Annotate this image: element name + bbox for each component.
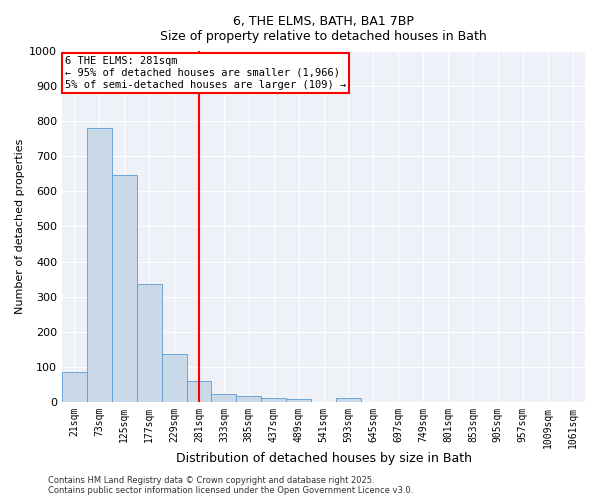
Bar xyxy=(62,372,87,402)
Bar xyxy=(261,398,286,402)
Bar xyxy=(336,398,361,402)
Bar xyxy=(211,394,236,402)
Bar xyxy=(236,396,261,402)
Y-axis label: Number of detached properties: Number of detached properties xyxy=(15,139,25,314)
Title: 6, THE ELMS, BATH, BA1 7BP
Size of property relative to detached houses in Bath: 6, THE ELMS, BATH, BA1 7BP Size of prope… xyxy=(160,15,487,43)
Bar xyxy=(112,174,137,402)
Bar xyxy=(137,284,161,402)
Bar xyxy=(87,128,112,402)
Text: Contains HM Land Registry data © Crown copyright and database right 2025.
Contai: Contains HM Land Registry data © Crown c… xyxy=(48,476,413,495)
X-axis label: Distribution of detached houses by size in Bath: Distribution of detached houses by size … xyxy=(176,452,472,465)
Text: 6 THE ELMS: 281sqm
← 95% of detached houses are smaller (1,966)
5% of semi-detac: 6 THE ELMS: 281sqm ← 95% of detached hou… xyxy=(65,56,346,90)
Bar xyxy=(161,354,187,402)
Bar xyxy=(286,399,311,402)
Bar xyxy=(187,381,211,402)
